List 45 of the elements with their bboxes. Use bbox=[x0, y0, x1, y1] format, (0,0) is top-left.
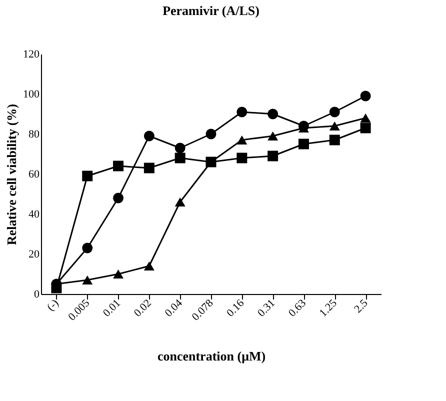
point bbox=[298, 138, 309, 150]
x-tick-label: (-) bbox=[44, 297, 62, 314]
x-tick-label: 1.25 bbox=[317, 296, 340, 320]
point bbox=[268, 131, 278, 141]
point bbox=[144, 261, 154, 271]
point bbox=[360, 113, 371, 123]
point bbox=[236, 106, 248, 118]
x-axis-title: concentration (μM) bbox=[157, 348, 266, 364]
x-tick-label: 0.63 bbox=[286, 296, 309, 320]
point bbox=[329, 106, 340, 118]
point bbox=[268, 108, 278, 120]
point bbox=[174, 197, 186, 207]
point bbox=[144, 162, 154, 174]
y-tick-label: 80 bbox=[28, 128, 40, 140]
y-axis-title: Relative cell viability (%) bbox=[4, 104, 19, 246]
point bbox=[329, 121, 340, 131]
point bbox=[113, 192, 124, 204]
point bbox=[360, 90, 371, 102]
point bbox=[82, 170, 93, 182]
point bbox=[82, 242, 93, 254]
y-tick-label: 60 bbox=[28, 168, 40, 180]
x-tick-label: 2.5 bbox=[352, 296, 371, 316]
point bbox=[113, 269, 124, 279]
point bbox=[236, 135, 248, 145]
y-tick-label: 120 bbox=[23, 48, 40, 60]
point bbox=[268, 150, 278, 162]
y-tick-label: 0 bbox=[34, 288, 40, 300]
x-tick-label: 0.31 bbox=[255, 297, 278, 320]
point bbox=[206, 128, 216, 140]
point bbox=[174, 142, 186, 154]
x-tick-label: 0.04 bbox=[162, 296, 186, 320]
x-tick-label: 0.01 bbox=[100, 297, 124, 320]
point bbox=[360, 122, 371, 134]
point bbox=[113, 160, 124, 172]
point bbox=[82, 275, 93, 285]
y-tick-label: 20 bbox=[28, 248, 40, 260]
x-tick-label: 0.16 bbox=[224, 296, 248, 320]
x-tick-label: 0.02 bbox=[132, 297, 154, 320]
y-tick-label: 40 bbox=[28, 208, 40, 220]
chart-title: Peramivir (A/LS) bbox=[162, 3, 260, 18]
point bbox=[329, 134, 340, 146]
point bbox=[144, 130, 154, 142]
point bbox=[174, 152, 186, 164]
point bbox=[236, 152, 248, 164]
y-tick-label: 100 bbox=[23, 88, 40, 100]
